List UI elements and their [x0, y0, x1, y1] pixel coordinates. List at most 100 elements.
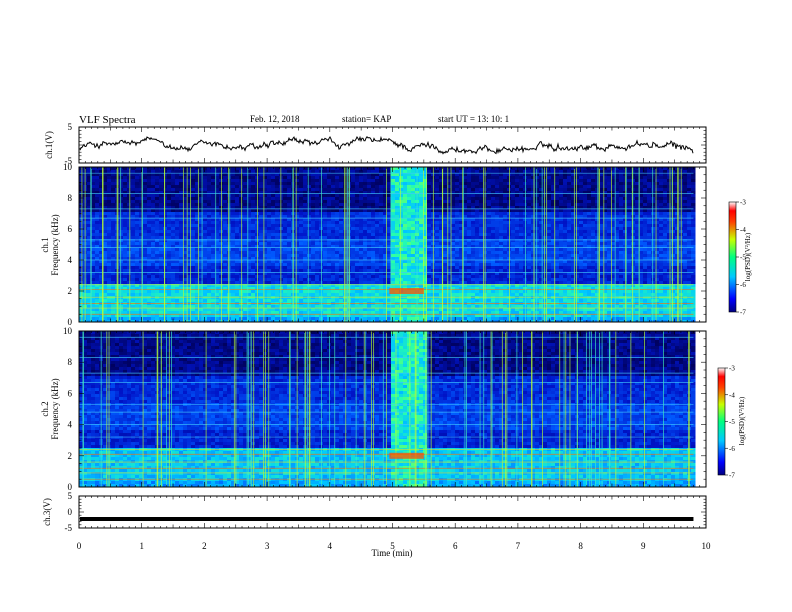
- spectrogram-cell: [131, 236, 136, 240]
- spectrogram-cell: [267, 212, 272, 216]
- spectrogram-cell: [619, 170, 624, 174]
- spectrogram-cell: [455, 188, 460, 192]
- spectrogram-cell: [155, 200, 160, 204]
- spectrogram-cell: [455, 254, 460, 258]
- spectrogram-cell: [579, 209, 584, 213]
- spectrogram-cell: [451, 203, 456, 207]
- spectrogram-cell: [551, 203, 556, 207]
- spectrogram-cell: [231, 176, 236, 180]
- spectrogram-cell: [555, 239, 560, 243]
- spectrogram-cell: [443, 245, 448, 249]
- spectrogram-cell: [87, 239, 92, 243]
- spectrogram-cell: [467, 182, 472, 186]
- spectrogram-cell: [487, 209, 492, 213]
- spectrogram-cell: [447, 200, 452, 204]
- spectrogram-cell: [683, 176, 688, 180]
- spectrogram-cell: [643, 179, 648, 183]
- spectrogram-cell: [251, 212, 256, 216]
- spectrogram-cell: [575, 191, 580, 195]
- spectrogram-cell: [151, 197, 156, 201]
- spectrogram-cell: [143, 203, 148, 207]
- spectrogram-cell: [235, 179, 240, 183]
- spectrogram-cell: [427, 206, 432, 210]
- spectrogram-cell: [443, 170, 448, 174]
- spectrogram-cell: [643, 206, 648, 210]
- spectrogram-cell: [91, 248, 96, 252]
- spectrogram-cell: [591, 224, 596, 228]
- spectrogram-cell: [203, 233, 208, 237]
- spectrogram-cell: [443, 218, 448, 222]
- spectrogram-cell: [479, 188, 484, 192]
- spectrogram-cell: [351, 188, 356, 192]
- spectrogram-cell: [499, 203, 504, 207]
- spectrogram-cell: [251, 197, 256, 201]
- spectrogram-cell: [123, 185, 128, 189]
- spectrogram-cell: [667, 227, 672, 231]
- spectrogram-cell: [555, 251, 560, 255]
- spectrogram-cell: [343, 224, 348, 228]
- spectrogram-cell: [407, 236, 412, 240]
- spectrogram-cell: [143, 227, 148, 231]
- spectrogram-cell: [95, 197, 100, 201]
- spectrogram-cell: [459, 236, 464, 240]
- spectrogram-cell: [551, 215, 556, 219]
- spectrogram-cell: [323, 236, 328, 240]
- spectrogram-cell: [355, 236, 360, 240]
- spectrogram-cell: [275, 227, 280, 231]
- spectrogram-cell: [627, 251, 632, 255]
- spectrogram-cell: [579, 257, 584, 261]
- spectrogram-cell: [143, 251, 148, 255]
- spectrogram-cell: [435, 206, 440, 210]
- spectrogram-cell: [239, 170, 244, 174]
- spectrogram-cell: [103, 188, 108, 192]
- spectrogram-cell: [423, 191, 428, 195]
- spectrogram-cell: [299, 185, 304, 189]
- spectrogram-cell: [283, 242, 288, 246]
- spectrogram-cell: [171, 194, 176, 198]
- spectrogram-cell: [467, 245, 472, 249]
- spectrogram-cell: [555, 224, 560, 228]
- spectrogram-cell: [99, 224, 104, 228]
- spectrogram-cell: [151, 173, 156, 177]
- spectrogram-cell: [259, 218, 264, 222]
- spectrogram-cell: [215, 230, 220, 234]
- spectrogram-cell: [563, 185, 568, 189]
- spectrogram-cell: [251, 242, 256, 246]
- spectrogram-cell: [231, 254, 236, 258]
- spectrogram-cell: [399, 170, 404, 174]
- spectrogram-cell: [479, 212, 484, 216]
- spectrogram-cell: [519, 206, 524, 210]
- spectrogram-cell: [643, 188, 648, 192]
- spectrogram-cell: [239, 233, 244, 237]
- spectrogram-cell: [187, 197, 192, 201]
- spectrogram-cell: [187, 179, 192, 183]
- spectrogram-cell: [447, 218, 452, 222]
- spectrogram-cell: [135, 176, 140, 180]
- spectrogram-cell: [487, 248, 492, 252]
- spectrogram-cell: [579, 230, 584, 234]
- spectrogram-cell: [175, 209, 180, 213]
- spectrogram-cell: [615, 233, 620, 237]
- spectrogram-cell: [363, 173, 368, 177]
- spectrogram-cell: [195, 218, 200, 222]
- spectrogram-cell: [107, 188, 112, 192]
- spectrogram-cell: [203, 218, 208, 222]
- spectrogram-cell: [403, 233, 408, 237]
- spectrogram-cell: [551, 212, 556, 216]
- spectrogram-cell: [551, 176, 556, 180]
- spectrogram-cell: [495, 227, 500, 231]
- spectrogram-cell: [227, 200, 232, 204]
- spectrogram-cell: [123, 206, 128, 210]
- spectrogram-cell: [331, 221, 336, 225]
- spectrogram-cell: [179, 257, 184, 261]
- spectrogram-cell: [283, 173, 288, 177]
- spectrogram-cell: [439, 170, 444, 174]
- spectrogram-cell: [547, 233, 552, 237]
- spectrogram-cell: [307, 173, 312, 177]
- spectrogram-cell: [619, 236, 624, 240]
- spectrogram-cell: [307, 200, 312, 204]
- spectrogram-cell: [439, 257, 444, 261]
- spectrogram-cell: [211, 209, 216, 213]
- spectrogram-cell: [551, 242, 556, 246]
- spectrogram-cell: [615, 170, 620, 174]
